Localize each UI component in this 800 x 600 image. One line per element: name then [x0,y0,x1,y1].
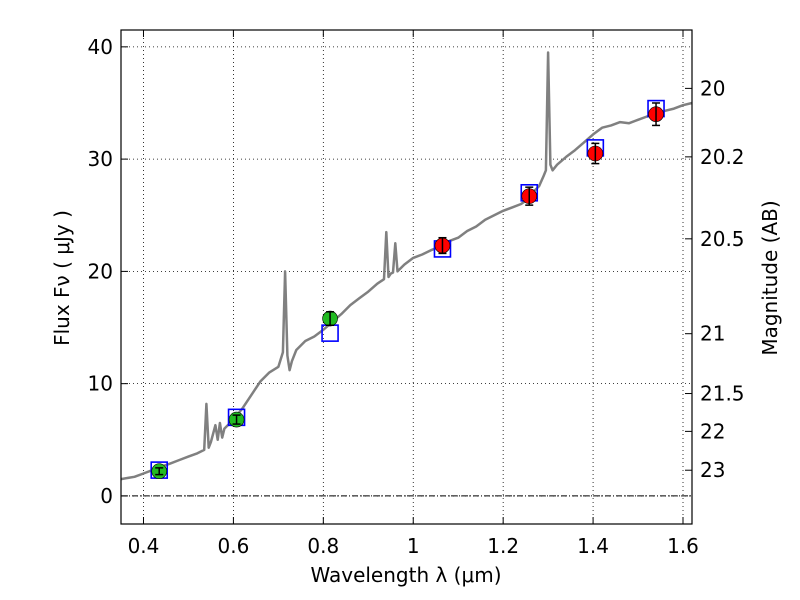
mag-tick-label: 20.2 [700,145,745,169]
y-tick-label: 10 [88,372,113,396]
mag-tick-label: 22 [700,419,725,443]
x-tick-label: 0.8 [307,534,339,558]
data-markers [150,99,665,480]
spectrum-line [120,51,693,481]
grid [121,30,692,524]
mag-tick-label: 20 [700,76,725,100]
x-tick-label: 1.2 [487,534,519,558]
x-tick-label: 0.6 [217,534,249,558]
y-tick-label: 20 [88,259,113,283]
y-tick-label: 30 [88,147,113,171]
x-tick-label: 1.6 [667,534,699,558]
mag-tick-label: 23 [700,458,725,482]
y-axis-label: Flux Fν ( μJy ) [50,210,74,346]
right-axis-label: Magnitude (AB) [758,200,782,355]
y-tick-label: 0 [100,484,113,508]
plot-frame [120,29,693,525]
mag-tick-label: 21 [700,322,725,346]
y-tick-label: 40 [88,35,113,59]
x-axis-label: Wavelength λ (μm) [310,563,501,587]
mag-tick-label: 21.5 [700,382,745,406]
x-tick-label: 1.4 [577,534,609,558]
axis-ticks: 0.4 0.6 0.8 1 1.2 1.4 1.6 0 10 20 30 40 20 20.2 20.5 21… [88,30,745,558]
mag-tick-label: 20.5 [700,227,745,251]
x-tick-label: 1 [407,534,420,558]
x-tick-label: 0.4 [128,534,160,558]
